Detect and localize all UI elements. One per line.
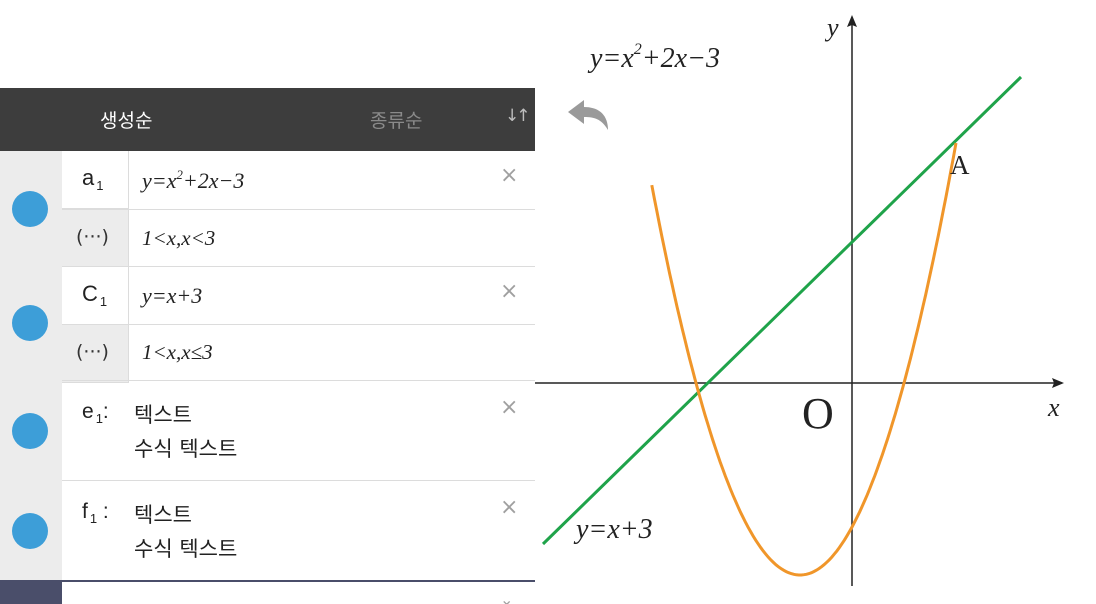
tab-creation-order[interactable]: 생성순 bbox=[100, 110, 153, 132]
input-row-gutter bbox=[0, 580, 62, 604]
divider bbox=[62, 209, 535, 210]
parabola-graph[interactable] bbox=[650, 142, 958, 577]
tab-object-type[interactable]: 종류순 bbox=[370, 110, 423, 132]
text-value-line2: 수식 텍스트 bbox=[134, 437, 238, 461]
parabola-label-sup: 2 bbox=[634, 41, 642, 58]
input-row-divider bbox=[62, 580, 535, 582]
y-axis-arrow-icon bbox=[847, 15, 857, 27]
x-axis-arrow-icon bbox=[1052, 378, 1064, 388]
delete-item-icon[interactable]: × bbox=[500, 163, 519, 188]
x-axis-label: x bbox=[1047, 393, 1060, 422]
item-formula[interactable]: y=x+3 bbox=[142, 283, 203, 308]
undo-arrow-icon[interactable] bbox=[560, 94, 612, 134]
parabola-equation-label: y=x2+2x−3 bbox=[587, 41, 720, 74]
chevron-down-icon[interactable]: ⌄ bbox=[500, 590, 514, 604]
condition-icon[interactable]: (···) bbox=[76, 341, 109, 363]
divider bbox=[62, 480, 535, 481]
delete-item-icon[interactable]: × bbox=[500, 495, 519, 520]
text-object-name: e 1: bbox=[82, 400, 109, 426]
visibility-toggle-dot[interactable] bbox=[12, 513, 48, 549]
algebra-item-e1: e 1: 텍스트 수식 텍스트 × bbox=[0, 381, 535, 481]
y-axis-label: y bbox=[824, 13, 839, 42]
visibility-toggle-dot[interactable] bbox=[12, 191, 48, 227]
text-object[interactable]: e 1: 텍스트 수식 텍스트 bbox=[82, 399, 237, 461]
condition-icon[interactable]: (···) bbox=[76, 226, 109, 248]
line-graph[interactable] bbox=[541, 75, 1023, 546]
delete-item-icon[interactable]: × bbox=[500, 395, 519, 420]
panel-header: 생성순 종류순 ↓↑ bbox=[0, 88, 535, 151]
item-formula[interactable]: y=x2+2x−3 bbox=[142, 167, 245, 193]
item-condition[interactable]: 1<x,x≤3 bbox=[142, 340, 213, 364]
divider bbox=[62, 324, 535, 325]
line-equation-label: y=x+3 bbox=[573, 514, 653, 545]
visibility-toggle-dot[interactable] bbox=[12, 305, 48, 341]
item-condition[interactable]: 1<x,x<3 bbox=[142, 226, 216, 250]
condition-label-cell: (···) bbox=[62, 210, 129, 268]
text-value-line1: 텍스트 bbox=[134, 403, 192, 427]
parabola-label-post: +2x−3 bbox=[642, 43, 720, 74]
condition-label-cell: (···) bbox=[62, 325, 129, 383]
text-value-line1: 텍스트 bbox=[134, 503, 192, 527]
sort-icon[interactable]: ↓↑ bbox=[505, 106, 530, 126]
parabola-label-pre: y=x bbox=[587, 43, 634, 74]
divider bbox=[62, 380, 535, 381]
divider bbox=[62, 266, 535, 267]
text-value-line2: 수식 텍스트 bbox=[134, 537, 238, 561]
point-a-label: A bbox=[950, 150, 970, 180]
delete-item-icon[interactable]: × bbox=[500, 279, 519, 304]
visibility-toggle-dot[interactable] bbox=[12, 413, 48, 449]
origin-label: O bbox=[802, 389, 834, 438]
